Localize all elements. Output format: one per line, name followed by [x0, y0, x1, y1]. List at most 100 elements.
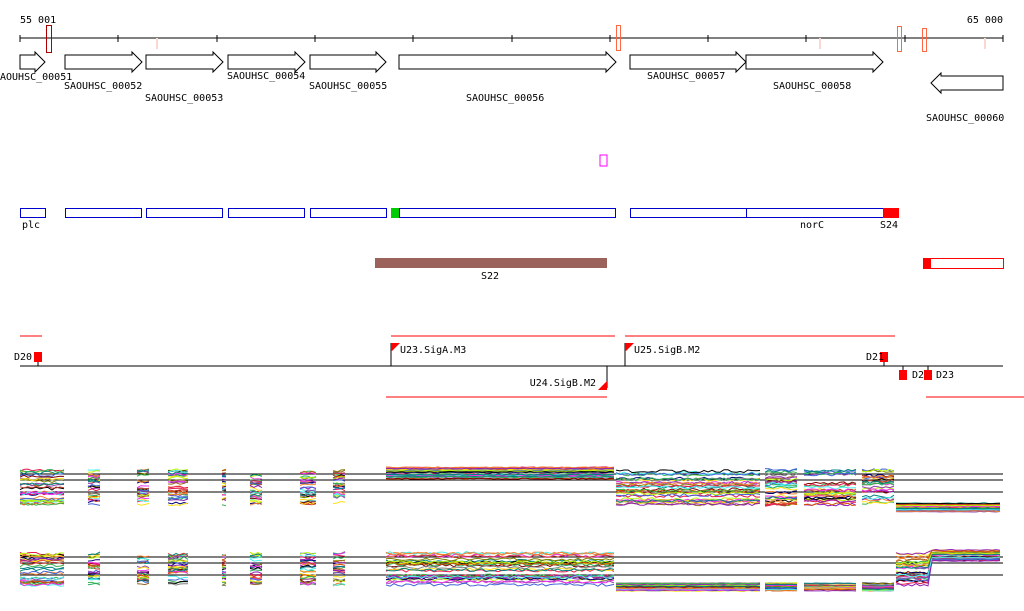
expression-profile	[615, 469, 761, 474]
expression-profile	[895, 548, 1001, 556]
region-right[interactable]	[923, 258, 1004, 269]
promoter-flag[interactable]	[391, 343, 400, 352]
expression-profile	[249, 480, 263, 484]
expression-profile	[167, 580, 189, 585]
operon-box[interactable]	[65, 208, 142, 218]
promoter-flag[interactable]	[899, 370, 907, 380]
expression-profile	[385, 554, 615, 559]
operon-box[interactable]	[630, 208, 747, 218]
expression-profile	[764, 502, 798, 506]
expression-profile	[764, 584, 798, 587]
expression-profile	[385, 565, 615, 570]
gene-arrow[interactable]	[398, 50, 617, 74]
expression-profile	[861, 589, 895, 592]
expression-profile	[803, 481, 857, 486]
expression-profile	[332, 472, 346, 475]
expression-profile	[136, 494, 150, 497]
expression-profile	[19, 482, 64, 487]
expression-profile	[19, 567, 65, 572]
promoter-flag[interactable]	[598, 381, 607, 390]
operon-label-s24: S24	[880, 220, 898, 231]
operon-box[interactable]	[146, 208, 223, 218]
expression-profile	[332, 500, 346, 505]
operon-box[interactable]	[399, 208, 616, 218]
expression-profile	[861, 482, 895, 486]
expression-profile	[861, 485, 895, 489]
gene-arrow[interactable]	[930, 71, 1004, 95]
expression-profile	[136, 487, 150, 490]
expression-profile	[249, 551, 263, 556]
expression-profile	[616, 585, 761, 588]
expression-profile	[221, 504, 227, 507]
expression-profile	[615, 502, 761, 507]
gene-arrow[interactable]	[227, 50, 306, 74]
operon-track: plc norC S24	[20, 208, 899, 231]
expression-profile	[19, 581, 65, 586]
expression-profile	[803, 472, 857, 477]
expression-profile	[332, 556, 346, 560]
expression-profile	[299, 551, 317, 555]
expression-profile	[221, 485, 227, 488]
site-marker[interactable]	[897, 26, 902, 52]
promoter-flag[interactable]	[34, 352, 42, 362]
expression-profile	[221, 566, 227, 569]
expression-profile	[250, 489, 263, 494]
expression-profile	[136, 497, 150, 500]
expression-profile	[88, 475, 101, 479]
expression-profile	[332, 578, 346, 582]
expression-profile	[88, 498, 101, 503]
expression-profile	[764, 481, 798, 486]
site-marker[interactable]	[922, 28, 927, 52]
expression-profile	[167, 502, 189, 507]
expression-profile	[385, 563, 615, 568]
expression-profile	[895, 502, 1000, 505]
expression-profile	[803, 485, 857, 490]
site-marker[interactable]	[46, 25, 52, 53]
expression-profile	[249, 569, 263, 572]
expression-profile	[136, 573, 150, 577]
site-marker[interactable]	[616, 25, 621, 51]
expression-profile	[299, 479, 317, 483]
expression-profile	[299, 579, 317, 584]
expression-profile	[895, 504, 1000, 507]
operon-box-s24[interactable]	[883, 208, 899, 218]
expression-profile	[87, 473, 101, 477]
promoter-flag[interactable]	[924, 370, 932, 380]
expression-profile	[87, 551, 101, 556]
operon-box[interactable]	[228, 208, 305, 218]
operon-box[interactable]	[20, 208, 46, 218]
expression-profile	[167, 575, 189, 580]
promoter-label: U24.SigB.M2	[530, 378, 596, 389]
expression-profile	[385, 467, 615, 470]
operon-box[interactable]	[310, 208, 387, 218]
gene-arrow[interactable]	[64, 50, 143, 74]
expression-profile	[167, 496, 189, 500]
promoter-flag[interactable]	[625, 343, 634, 352]
gene-arrow[interactable]	[309, 50, 387, 74]
expression-profile	[385, 551, 615, 556]
gene-arrow[interactable]	[629, 50, 747, 74]
expression-profile	[136, 469, 150, 473]
expression-profile	[803, 491, 857, 496]
operon-box[interactable]	[746, 208, 884, 218]
expression-profile	[764, 589, 798, 592]
gene-arrow[interactable]	[19, 50, 46, 74]
expression-profile	[167, 468, 189, 471]
expression-profile	[299, 566, 317, 570]
promoter-flag[interactable]	[880, 352, 888, 362]
gene-arrow[interactable]	[145, 50, 224, 74]
expression-profile	[167, 470, 189, 474]
expression-profile	[19, 485, 65, 489]
expression-profile	[249, 493, 263, 497]
expression-profile	[803, 488, 857, 492]
expression-profile	[299, 493, 317, 498]
expression-profile	[803, 471, 857, 476]
region-s22[interactable]	[375, 258, 607, 268]
expression-profile	[764, 476, 798, 480]
expression-profile	[299, 573, 317, 577]
expression-profile	[895, 507, 1000, 510]
expression-profile	[861, 488, 895, 492]
expression-profile	[385, 558, 615, 563]
gene-arrow[interactable]	[745, 50, 884, 74]
